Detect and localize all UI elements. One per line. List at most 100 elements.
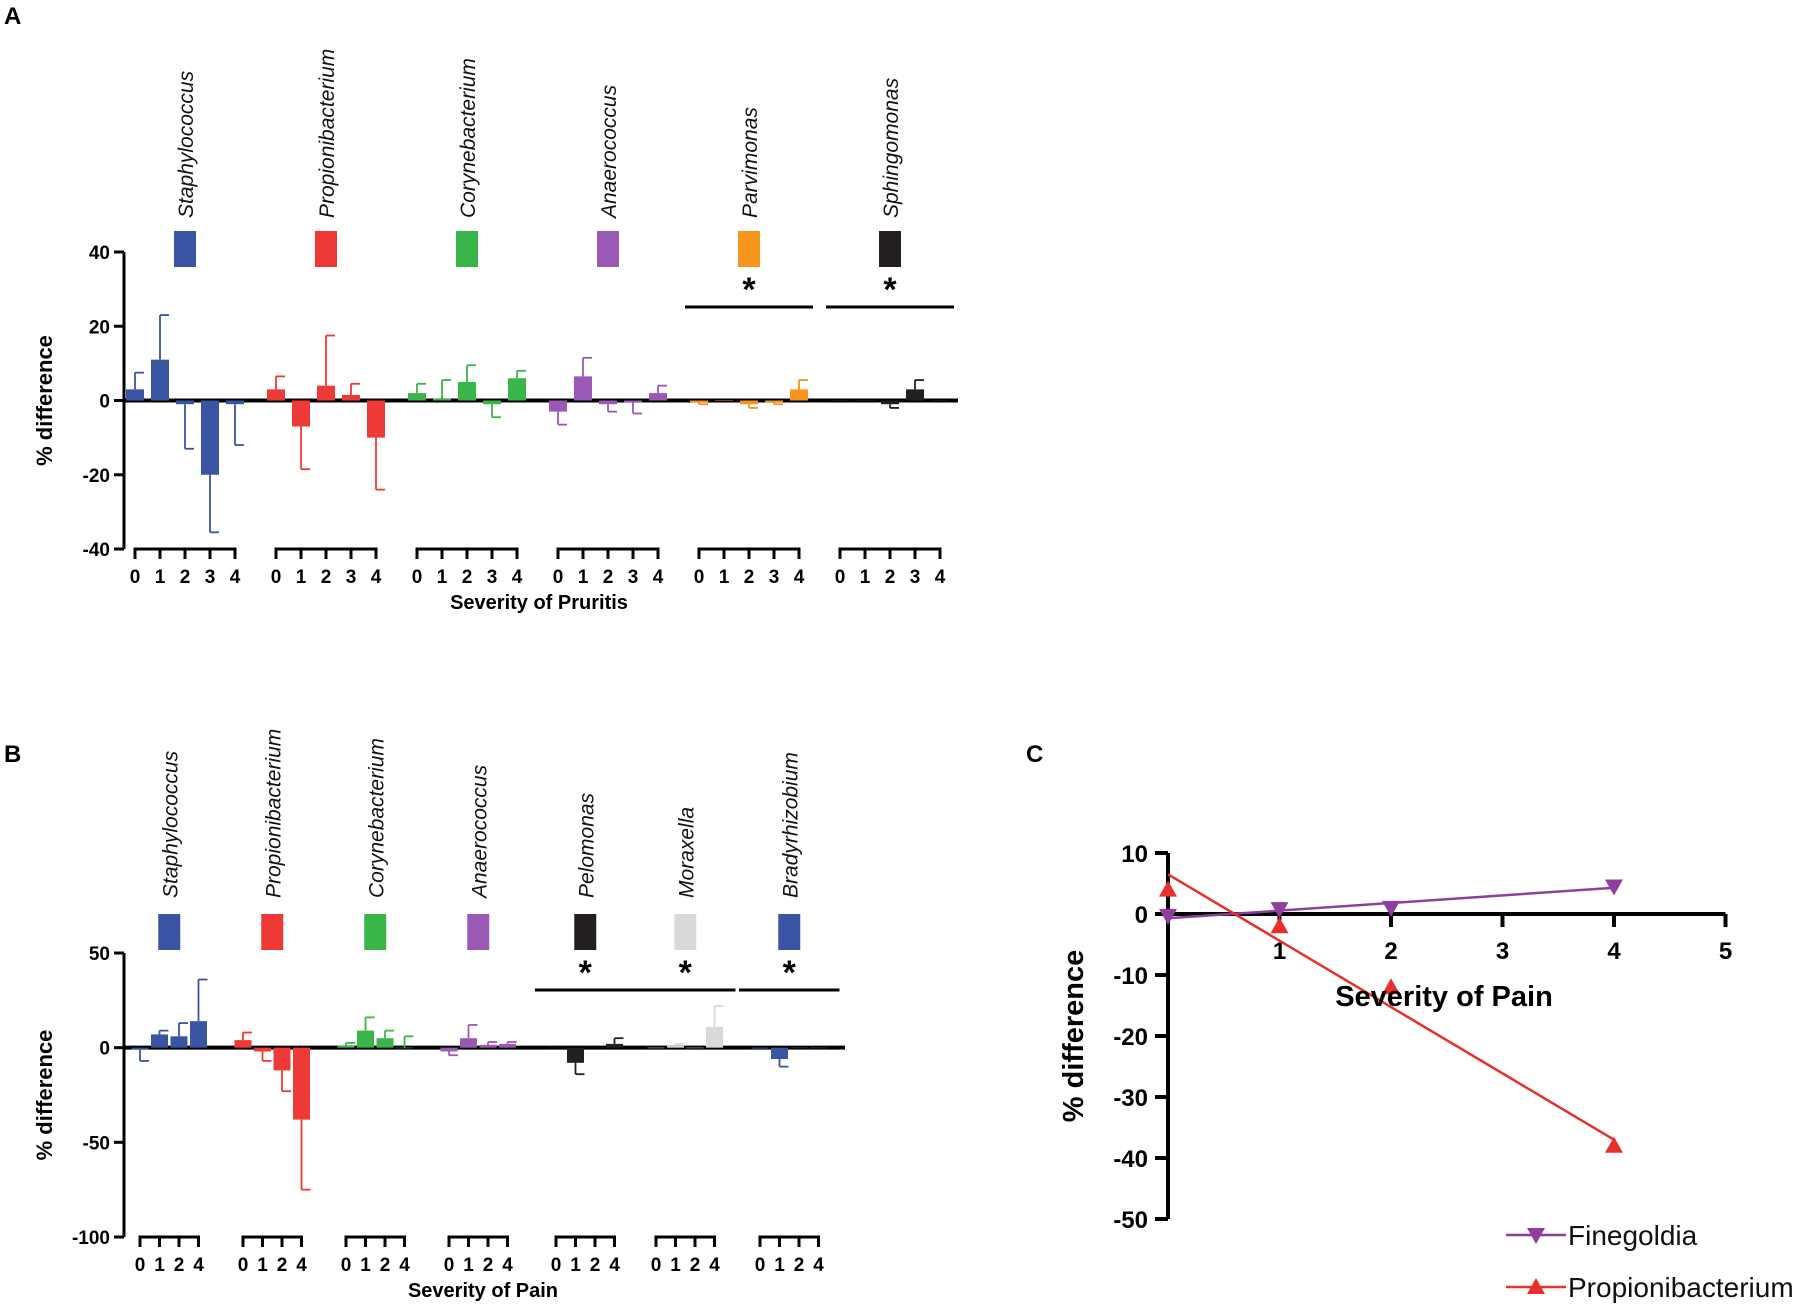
bar-bradyrhizobium: [790, 1047, 808, 1049]
fit-line-propionibacterium: [1167, 873, 1615, 1141]
point-finegoldia: [1382, 900, 1400, 917]
x-tick-label: 0: [755, 1255, 766, 1276]
bar-propionibacterium: [293, 1047, 310, 1120]
bar-propionibacterium: [267, 389, 285, 401]
y-tick-label: -30: [1113, 1085, 1148, 1112]
x-tick-label: 2: [690, 1255, 701, 1276]
significance-star-bradyrhizobium: *: [783, 954, 797, 992]
bar-sphingomonas: [856, 400, 874, 401]
bar-corynebacterium: [408, 393, 426, 401]
bar-moraxella: [647, 1047, 665, 1049]
bar-anaerococcus: [549, 400, 567, 412]
bar-propionibacterium: [234, 1040, 252, 1048]
x-tick-label: 2: [380, 1255, 391, 1276]
legend-swatch-anaerococcus: [597, 231, 619, 267]
legend-label-anaerococcus: Anaerococcus: [468, 764, 491, 900]
bar-staphylococcus: [151, 1034, 168, 1048]
y-tick-label: -50: [1113, 1207, 1148, 1234]
point-finegoldia: [1159, 908, 1177, 925]
y-tick-label: 40: [89, 243, 110, 264]
y-tick-label: 0: [99, 392, 110, 413]
x-tick-label: 1: [360, 1255, 371, 1276]
bar-bradyrhizobium: [751, 1047, 769, 1049]
bar-propionibacterium: [342, 394, 360, 401]
x-tick-label: 0: [835, 567, 846, 588]
bar-staphylococcus: [176, 400, 194, 405]
bar-moraxella: [667, 1045, 684, 1048]
x-axis-label: Severity of Pruritis: [450, 592, 628, 614]
legend-swatch-bradyrhizobium: [778, 914, 801, 950]
x-tick-label: 0: [341, 1255, 352, 1276]
bar-anaerococcus: [599, 400, 617, 405]
legend-swatch-sphingomonas: [879, 231, 901, 267]
legend-swatch-corynebacterium: [456, 231, 478, 267]
x-tick-label: 2: [1384, 938, 1397, 965]
legend-label-sphingomonas: Sphingomonas: [880, 77, 903, 218]
x-tick-label: 4: [813, 1255, 824, 1276]
y-tick-label: -50: [83, 1133, 110, 1154]
x-tick-label: 1: [154, 1255, 165, 1276]
legend-marker-propionibacterium: [1527, 1278, 1545, 1294]
bar-sphingomonas: [931, 400, 949, 401]
chart-c: 10 0 -10 -20 -30 -40 -50 1 2 3 4 5 Finegoldia Propion…: [1058, 841, 1794, 1303]
legend-label-anaerococcus: Anaerococcus: [598, 84, 621, 220]
bar-pelomonas: [606, 1043, 623, 1048]
significance-star-moraxella: *: [679, 954, 693, 992]
y-axis-label: % difference: [1058, 950, 1090, 1122]
legend-swatch-pelomonas: [574, 914, 597, 950]
point-finegoldia: [1605, 879, 1623, 896]
bar-staphylococcus: [131, 1047, 149, 1050]
legend-label-staphylococcus: Staphylococcus: [175, 70, 198, 218]
x-tick-label: 3: [205, 567, 216, 588]
y-tick-label: 50: [89, 944, 110, 965]
x-tick-label: 0: [694, 567, 705, 588]
bar-corynebacterium: [396, 1047, 413, 1049]
x-tick-label: 0: [412, 567, 423, 588]
bar-pelomonas: [567, 1047, 584, 1063]
x-tick-label: 2: [885, 567, 896, 588]
x-tick-label: 2: [794, 1255, 805, 1276]
x-axis-label: Severity of Pain: [1335, 981, 1553, 1013]
y-tick-label: -100: [72, 1228, 110, 1249]
panel-letter-a: A: [4, 3, 21, 30]
legend-label-bradyrhizobium: Bradyrhizobium: [779, 752, 802, 898]
y-tick-label: 0: [1135, 902, 1148, 929]
x-tick-label: 1: [578, 567, 589, 588]
panel-letter-c: C: [1026, 741, 1043, 768]
legend-swatch-staphylococcus: [158, 914, 181, 950]
x-tick-label: 1: [463, 1255, 474, 1276]
bar-bradyrhizobium: [810, 1047, 827, 1049]
x-tick-label: 4: [296, 1255, 307, 1276]
bar-moraxella: [706, 1026, 723, 1048]
legend-swatch-anaerococcus: [467, 914, 490, 950]
x-tick-label: 4: [609, 1255, 620, 1276]
x-tick-label: 5: [1719, 938, 1732, 965]
legend-label-propionibacterium: Propionibacterium: [316, 49, 339, 218]
legend-label-propionibacterium: Propionibacterium: [1568, 1272, 1794, 1303]
point-propionibacterium: [1382, 978, 1400, 995]
bar-corynebacterium: [433, 398, 451, 401]
bar-staphylococcus: [126, 389, 144, 401]
bar-anaerococcus: [499, 1043, 516, 1048]
bar-parvimonas: [740, 400, 758, 405]
y-tick-label: 20: [89, 317, 110, 338]
point-propionibacterium: [1159, 880, 1177, 897]
x-tick-label: 4: [230, 567, 241, 588]
y-tick-label: -20: [83, 466, 110, 487]
y-tick-label: 0: [99, 1039, 110, 1060]
panel-letter-b: B: [4, 741, 21, 768]
x-tick-label: 0: [551, 1255, 562, 1276]
x-tick-label: 4: [193, 1255, 204, 1276]
x-tick-label: 4: [935, 567, 946, 588]
bar-parvimonas: [765, 400, 783, 403]
legend-label-corynebacterium: Corynebacterium: [365, 738, 388, 898]
legend-label-moraxella: Moraxella: [675, 807, 698, 898]
bar-bradyrhizobium: [771, 1047, 788, 1060]
y-tick-label: 10: [1121, 841, 1148, 868]
bar-staphylococcus: [201, 400, 219, 475]
bar-moraxella: [686, 1047, 704, 1049]
bar-corynebacterium: [337, 1045, 355, 1048]
bar-corynebacterium: [483, 400, 501, 405]
y-tick-label: -20: [1113, 1024, 1148, 1051]
legend-label-parvimonas: Parvimonas: [739, 107, 762, 218]
